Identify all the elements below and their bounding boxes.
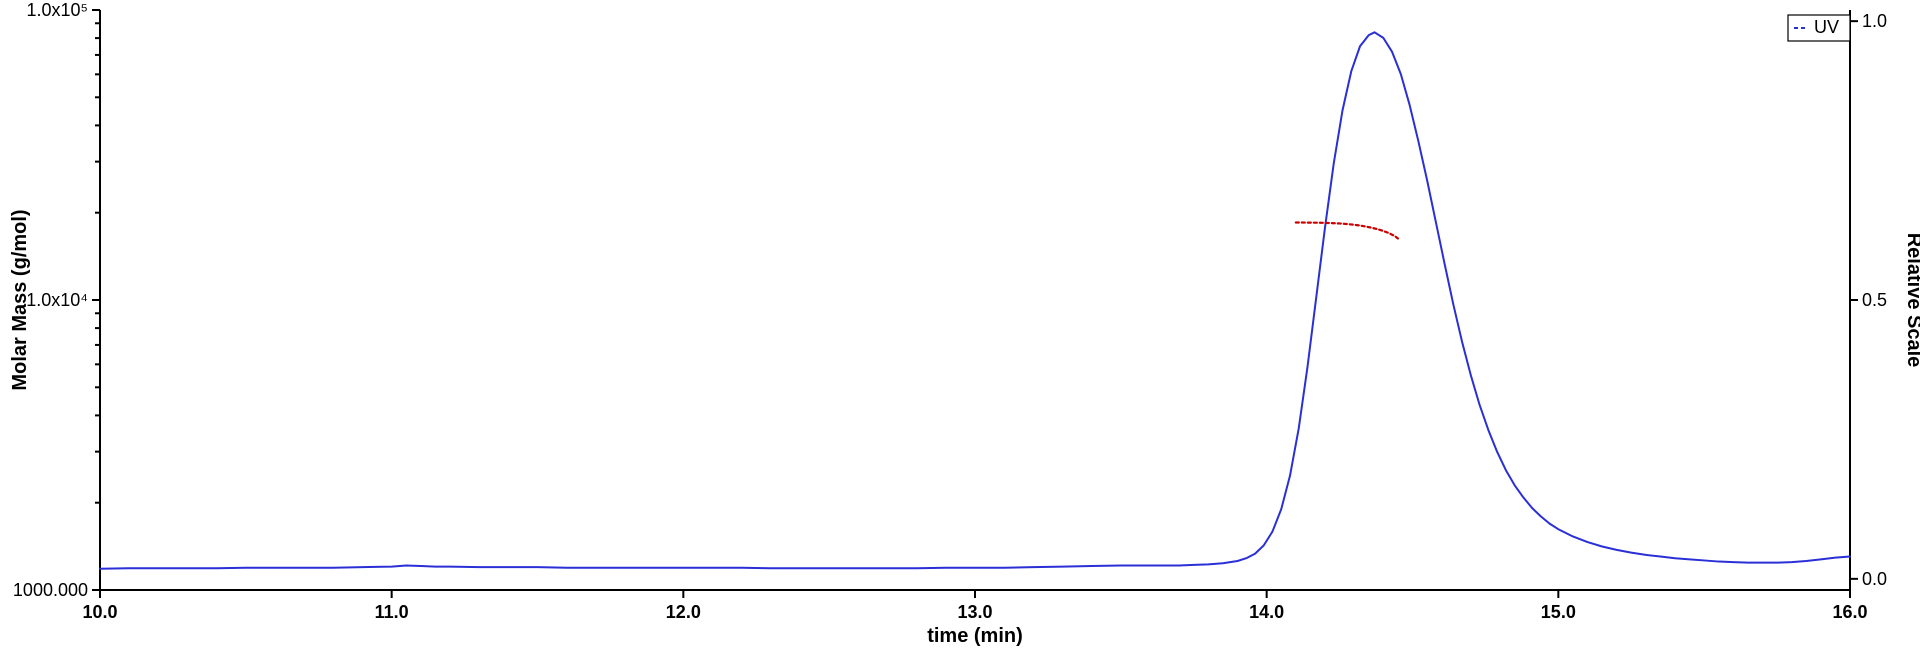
svg-text:16.0: 16.0 xyxy=(1832,602,1867,622)
svg-text:1000.000: 1000.000 xyxy=(13,580,88,600)
svg-text:Relative Scale: Relative Scale xyxy=(1903,233,1920,368)
svg-text:1.0: 1.0 xyxy=(1862,11,1887,31)
svg-text:1.0x10⁵: 1.0x10⁵ xyxy=(26,0,88,20)
svg-text:Molar Mass (g/mol): Molar Mass (g/mol) xyxy=(9,209,31,390)
svg-text:11.0: 11.0 xyxy=(375,602,409,622)
chart-svg: 10.0 11.0 12.0 13.0 14.0 15.0 16.0 time (min) 10… xyxy=(0,0,1920,672)
svg-text:0.0: 0.0 xyxy=(1862,569,1887,589)
legend-label-uv: UV xyxy=(1814,17,1839,37)
svg-text:0.5: 0.5 xyxy=(1862,290,1887,310)
svg-text:time (min): time (min) xyxy=(927,625,1023,647)
chromatogram-chart: 10.0 11.0 12.0 13.0 14.0 15.0 16.0 time (min) 10… xyxy=(0,0,1920,672)
svg-text:15.0: 15.0 xyxy=(1541,602,1576,622)
series-uv xyxy=(100,32,1850,569)
svg-text:12.0: 12.0 xyxy=(666,602,701,622)
svg-text:13.0: 13.0 xyxy=(957,602,992,622)
svg-text:10.0: 10.0 xyxy=(82,602,117,622)
svg-text:1.0x10⁴: 1.0x10⁴ xyxy=(26,290,88,310)
svg-text:14.0: 14.0 xyxy=(1249,602,1284,622)
series-molarmass xyxy=(1296,223,1398,239)
